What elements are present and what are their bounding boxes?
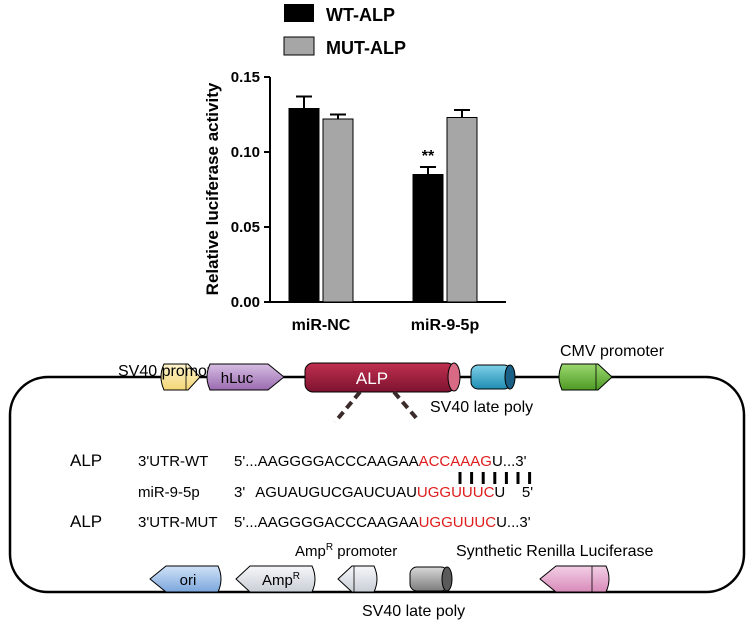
x-tick-label-mir-9-5p: miR-9-5p [411, 317, 480, 334]
legend: WT-ALP MUT-ALP [283, 4, 406, 58]
renilla-element [539, 565, 610, 593]
sequence-alignment: ALP 3'UTR-WT 5'...AAGGGGACCCAAGAAACCAAAG… [70, 451, 533, 531]
legend-label-wt-alp: WT-ALP [326, 5, 395, 25]
sv40-promoter-element [160, 363, 201, 391]
amp-r-label: AmpR [262, 571, 300, 589]
y-tick-label: 0.05 [231, 219, 260, 236]
wt-utr-label: 3'UTR-WT [138, 453, 208, 470]
significance-annotation: ** [422, 148, 435, 165]
amp-r-promoter-element [337, 565, 378, 593]
bar-wt-alp-mir-9-5p [412, 174, 444, 303]
y-ticks: 0.00 0.05 0.10 0.15 [231, 69, 270, 311]
ori-label: ori [180, 572, 197, 589]
wt-gene-label: ALP [70, 451, 102, 470]
sv40-late-poly-top-label: SV40 late poly [430, 399, 533, 416]
bar-mut-alp-mir-nc [322, 118, 354, 303]
wt-sequence: 5'...AAGGGGACCCAAGAAACCAAAGU...3' [234, 453, 527, 470]
plasmid-diagram: SV40 promoter hLuc ALP SV40 late poly CM… [8, 343, 746, 620]
alp-zoom-line-right [392, 390, 420, 422]
bar-chart: WT-ALP MUT-ALP Relative luciferase activ… [203, 4, 506, 334]
y-tick-label: 0.00 [231, 294, 260, 311]
hluc-element [206, 363, 285, 391]
sv40-late-poly-top-element [470, 364, 516, 390]
y-tick-label: 0.15 [231, 69, 260, 86]
base-pairing-lines [458, 472, 532, 484]
mut-utr-label: 3'UTR-MUT [138, 514, 218, 531]
alp-zoom-line-left [333, 390, 362, 424]
mir-sequence: 3' AGUAUGUCGAUCUAUUGGUUUCU 5' [234, 484, 533, 501]
bars [288, 95, 478, 303]
bar-mut-alp-mir-9-5p [446, 117, 478, 303]
ori-element [149, 565, 222, 593]
mir-label: miR-9-5p [138, 484, 200, 501]
mut-sequence: 5'...AAGGGGACCCAAGAAUGGUUUCU...3' [234, 514, 531, 531]
legend-swatch-mut-alp [283, 36, 315, 56]
y-axis-label: Relative luciferase activity [203, 82, 222, 295]
sv40-late-poly-bottom-element [409, 566, 453, 592]
renilla-label: Synthetic Renilla Luciferase [456, 543, 654, 560]
cmv-promoter-element [558, 363, 613, 391]
legend-swatch-wt-alp [284, 4, 314, 22]
alp-label: ALP [356, 369, 388, 388]
sv40-promoter-label: SV40 promoter [118, 363, 226, 380]
sv40-late-poly-bottom-label: SV40 late poly [362, 603, 465, 620]
amp-r-promoter-label: AmpR promoter [295, 542, 397, 560]
hluc-label: hLuc [221, 370, 254, 387]
cmv-promoter-label: CMV promoter [560, 343, 665, 360]
amp-r-element [235, 565, 316, 593]
legend-label-mut-alp: MUT-ALP [326, 38, 406, 58]
bar-wt-alp-mir-nc [288, 108, 320, 303]
alp-element [304, 362, 461, 393]
x-tick-label-mir-nc: miR-NC [292, 317, 351, 334]
y-tick-label: 0.10 [231, 144, 260, 161]
mut-gene-label: ALP [70, 512, 102, 531]
